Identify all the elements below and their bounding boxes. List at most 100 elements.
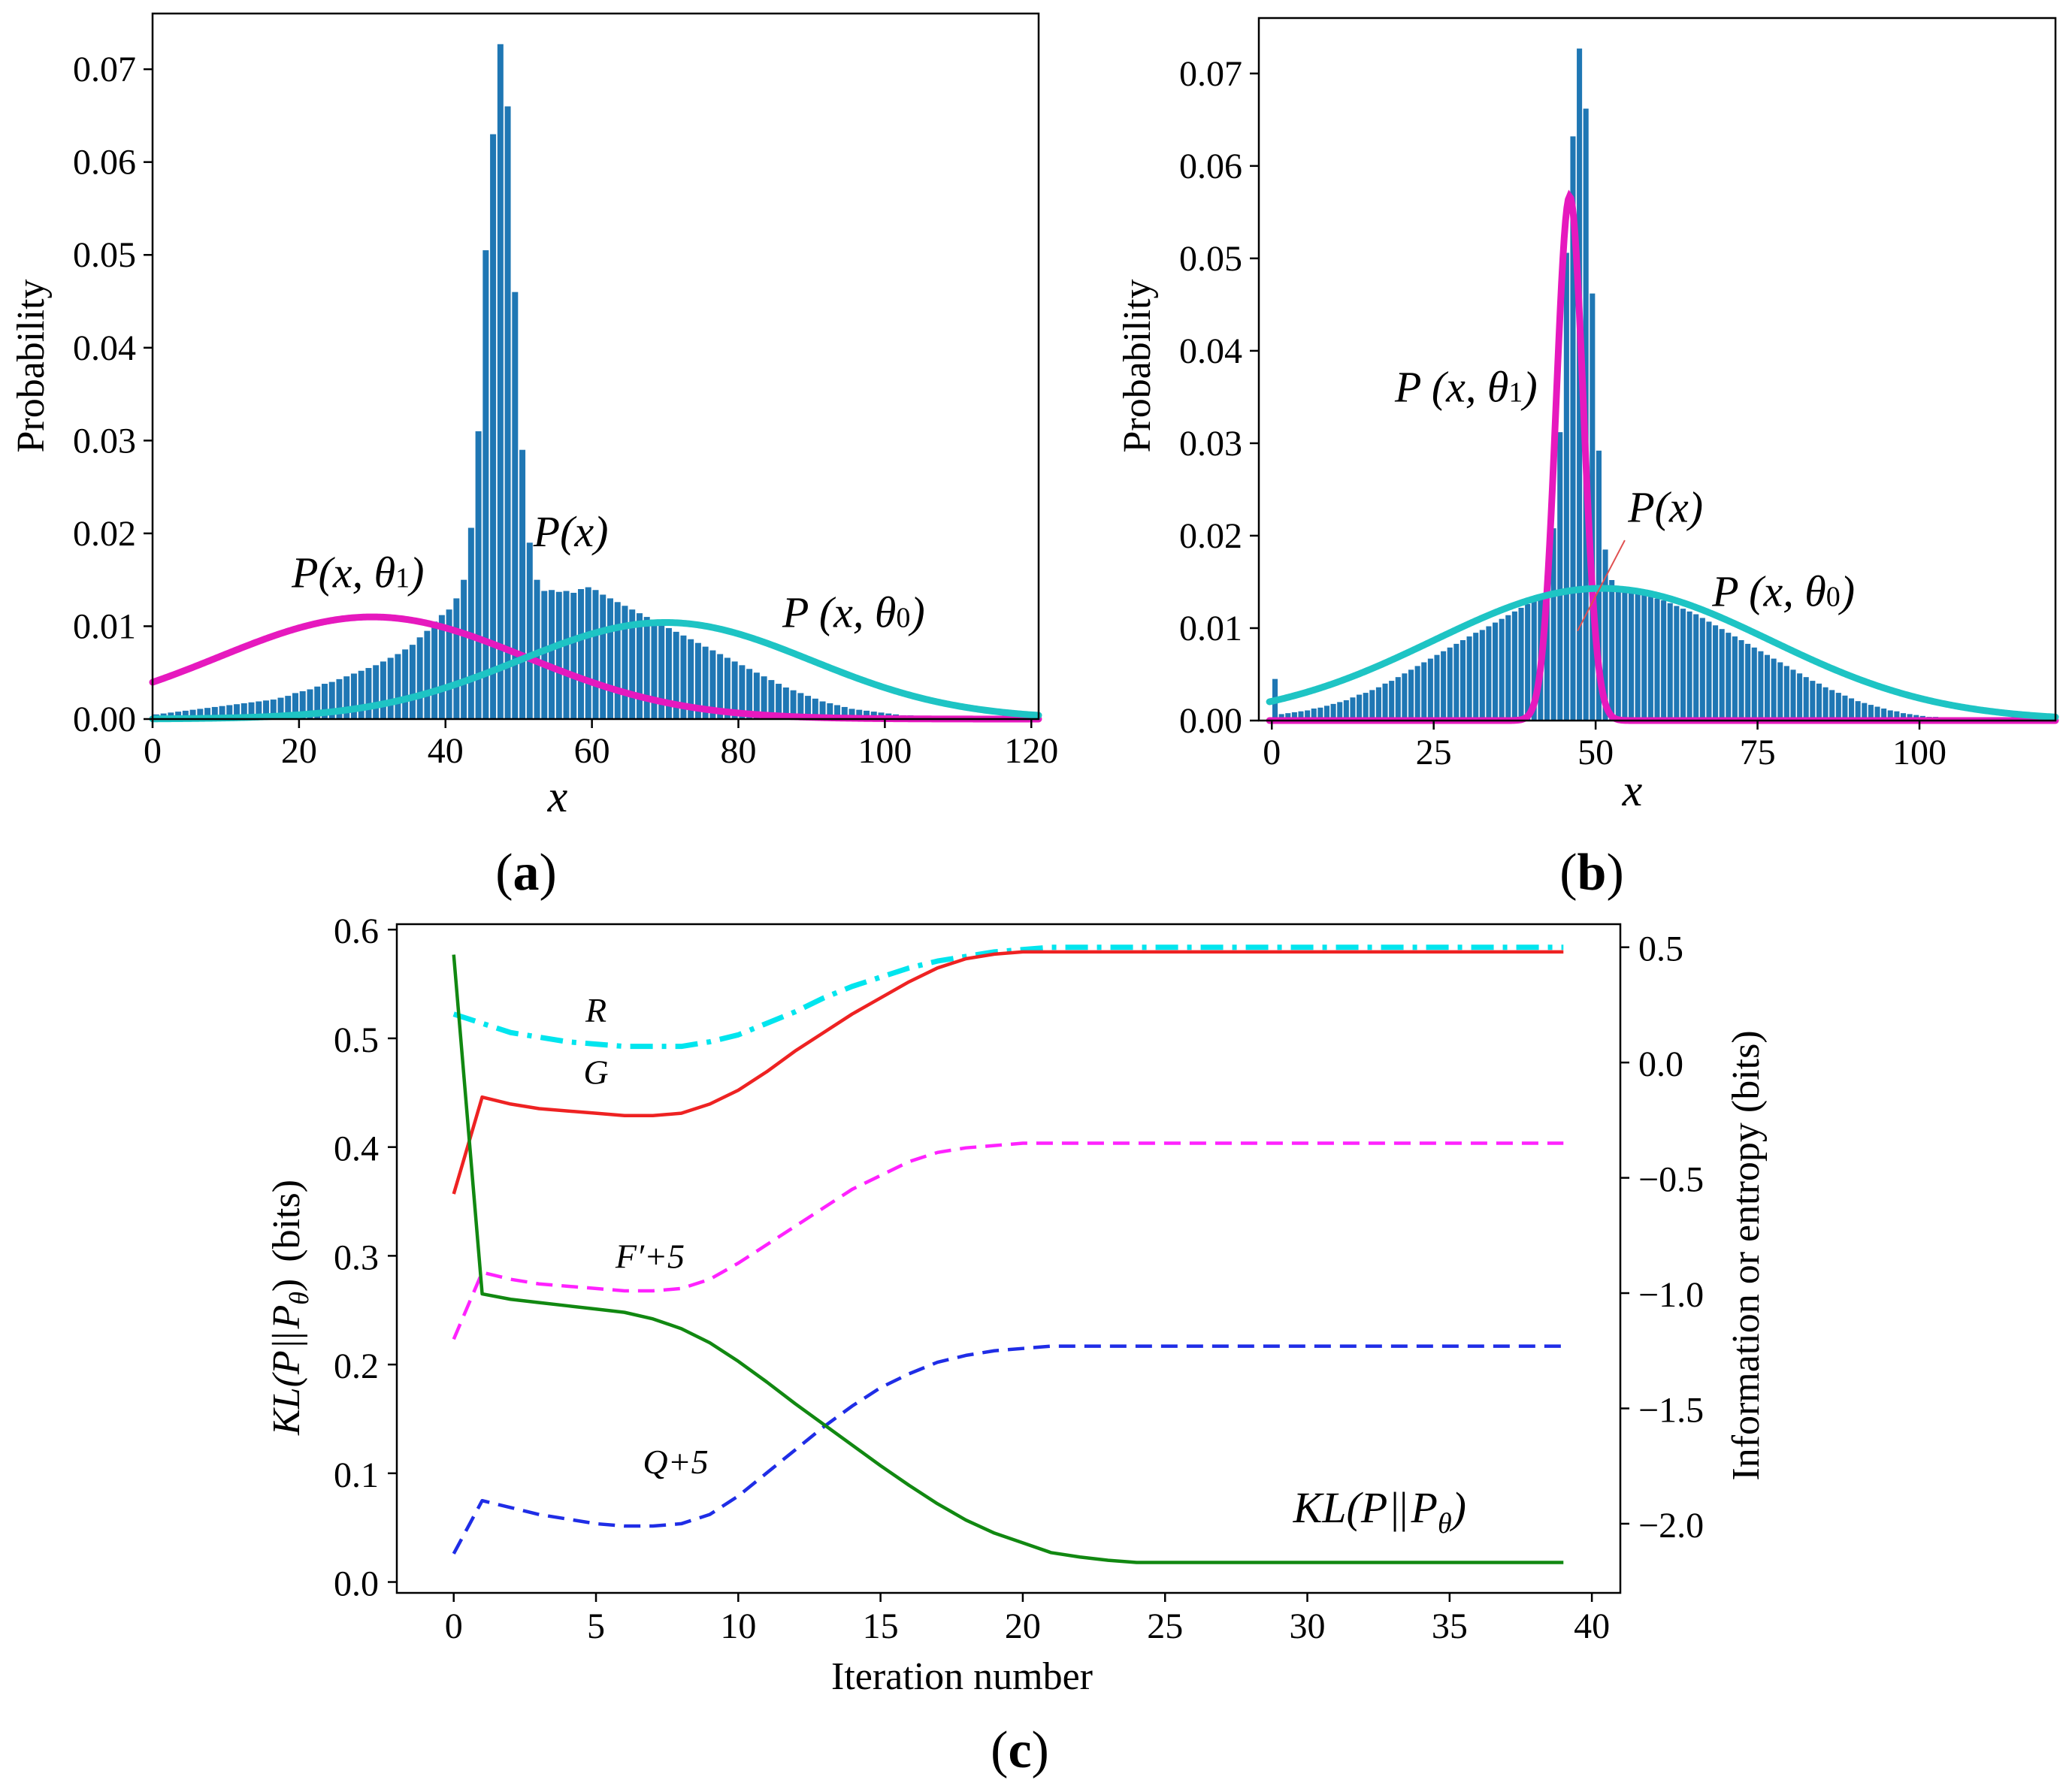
panel-c-xtick-label: 20 (1005, 1606, 1041, 1646)
panel-a-bar (665, 627, 672, 719)
panel-b-bar (1771, 658, 1777, 721)
panel-b-bar (1835, 693, 1841, 721)
panel-c-ytick-right-label: −0.5 (1638, 1160, 1704, 1200)
panel-a-bar (717, 654, 724, 719)
panel-c-ylabel-left-theta: θ (284, 1292, 314, 1305)
panel-c: 0.0 0.1 0.2 0.3 0.4 0.5 0.6 −2.0 −1.5 −1.0 −0.5 0.0… (265, 911, 1768, 1779)
panel-a-bar (467, 527, 474, 719)
panel-b-bar (1738, 639, 1744, 721)
panel-a-bar (395, 654, 401, 719)
panel-b-pointer-line (1577, 539, 1626, 632)
panel-b-bar (1816, 683, 1822, 721)
panel-b-bar (1751, 647, 1757, 721)
panel-a-bar (438, 615, 445, 719)
panel-b-bar (1758, 651, 1764, 721)
panel-a-bar (226, 705, 233, 719)
panel-b-bar (1311, 709, 1317, 721)
panel-a-ytick-label: 0.04 (73, 328, 136, 368)
panel-a-curve-theta0 (149, 619, 1042, 723)
panel-a-annotations: P(x, θ1) P(x) P (x, θ0) (291, 507, 925, 636)
panel-c-ytick-left-label: 0.2 (334, 1346, 379, 1386)
panel-b-label-letter: b (1577, 844, 1607, 902)
panel-a-bar (834, 705, 841, 719)
panel-a-bar (461, 579, 467, 719)
panel-c-ytick-right-label: 0.5 (1638, 929, 1683, 969)
panel-a-xtick-label: 120 (1004, 731, 1058, 771)
panel-b: 0.00 0.01 0.02 0.03 0.04 0.05 0.06 0.07 0 25 50 75 1… (1116, 17, 2059, 902)
panel-b-bar (1887, 710, 1893, 721)
panel-b-xtick-label: 0 (1263, 733, 1281, 772)
panel-b-xtick-label: 100 (1892, 733, 1946, 772)
panel-b-bar (1790, 669, 1796, 721)
panel-b-bar (1459, 639, 1466, 721)
panel-b-bar (1900, 713, 1907, 721)
panel-c-ylabel-left-bars: || (265, 1332, 308, 1348)
panel-b-xtick-label: 25 (1416, 733, 1452, 772)
panel-a-bar (606, 598, 613, 719)
panel-c-kl-annotation: KL(P||Pθ) (1293, 1483, 1466, 1540)
panel-c-annotation-r: R (585, 991, 606, 1029)
panel-a-bar (182, 710, 189, 719)
panel-b-ytick-label: 0.07 (1179, 54, 1242, 94)
panel-c-ytick-left-label: 0.0 (334, 1564, 379, 1604)
panel-a-xtick-label: 60 (574, 731, 610, 771)
panel-a-annotation: P (x, θ0) (782, 588, 925, 637)
panel-a-bar (424, 630, 431, 720)
panel-a-bar (248, 702, 255, 719)
panel-b-bar (1343, 700, 1349, 721)
panel-b-bar (1874, 706, 1880, 721)
panel-a-bar (350, 673, 357, 719)
panel-a: 0.00 0.01 0.02 0.03 0.04 0.05 0.06 0.07 0 20 40 60 8… (10, 12, 1058, 902)
panel-c-ticks: 0.0 0.1 0.2 0.3 0.4 0.5 0.6 −2.0 −1.5 −1.0 −0.5 0.0… (334, 911, 1704, 1646)
panel-b-bar (1427, 658, 1433, 721)
panel-b-bar (1868, 705, 1874, 721)
panel-a-ytick-label: 0.03 (73, 421, 136, 461)
panel-a-bar (519, 449, 526, 719)
panel-b-bar (1726, 633, 1732, 721)
panel-b-curve-theta0 (1266, 585, 2059, 721)
panel-b-bar (1382, 683, 1388, 721)
panel-b-bar (1466, 636, 1472, 721)
panel-a-label: (a) (495, 844, 557, 902)
panel-c-ytick-right-label: −1.0 (1638, 1275, 1704, 1315)
panel-b-bar (1369, 690, 1375, 721)
panel-a-bar (563, 591, 570, 719)
panel-b-bar (1285, 713, 1291, 721)
panel-b-ytick-label: 0.01 (1179, 609, 1242, 648)
panel-b-bar (1557, 432, 1563, 721)
panel-c-xlabel: Iteration number (831, 1655, 1093, 1698)
panel-b-label-close: ) (1606, 844, 1623, 902)
panel-c-xtick-label: 10 (720, 1606, 756, 1646)
panel-b-bar (1414, 666, 1420, 721)
panel-a-bar (694, 642, 701, 719)
panel-a-bar (453, 598, 460, 719)
panel-b-bar (1493, 622, 1499, 721)
panel-b-bar (1706, 621, 1712, 721)
panel-b-bar (1822, 687, 1829, 721)
panel-b-bar (1810, 681, 1816, 721)
panel-b-bar (1590, 293, 1596, 721)
panel-a-bar (856, 709, 863, 719)
panel-b-ytick-label: 0.02 (1179, 516, 1242, 556)
panel-c-annotations: RG F′+5 Q+5 (583, 991, 708, 1481)
panel-a-bar (761, 676, 767, 719)
panel-a-xlabel: x (547, 772, 568, 821)
panel-a-bar (549, 590, 555, 719)
panel-b-ticks: 0.00 0.01 0.02 0.03 0.04 0.05 0.06 0.07 0 25 50 75 1… (1179, 54, 1946, 772)
panel-c-ytick-right-label: 0.0 (1638, 1044, 1683, 1084)
panel-b-xlabel: x (1622, 766, 1643, 815)
panel-c-annotation-q: Q+5 (643, 1443, 708, 1481)
panel-a-bar (358, 670, 364, 719)
panel-c-xtick-label: 5 (587, 1606, 605, 1646)
panel-b-bar (1434, 654, 1440, 721)
panel-a-bar (629, 609, 636, 719)
panel-a-bar (402, 649, 409, 719)
panel-a-bar (292, 693, 298, 719)
panel-b-bar (1842, 695, 1848, 721)
panel-a-ytick-label: 0.07 (73, 50, 136, 89)
panel-c-ylabel-left-close: ) (265, 1279, 308, 1292)
panel-a-bar (234, 704, 240, 719)
panel-b-bar (1615, 590, 1621, 721)
panel-a-ytick-label: 0.02 (73, 514, 136, 554)
